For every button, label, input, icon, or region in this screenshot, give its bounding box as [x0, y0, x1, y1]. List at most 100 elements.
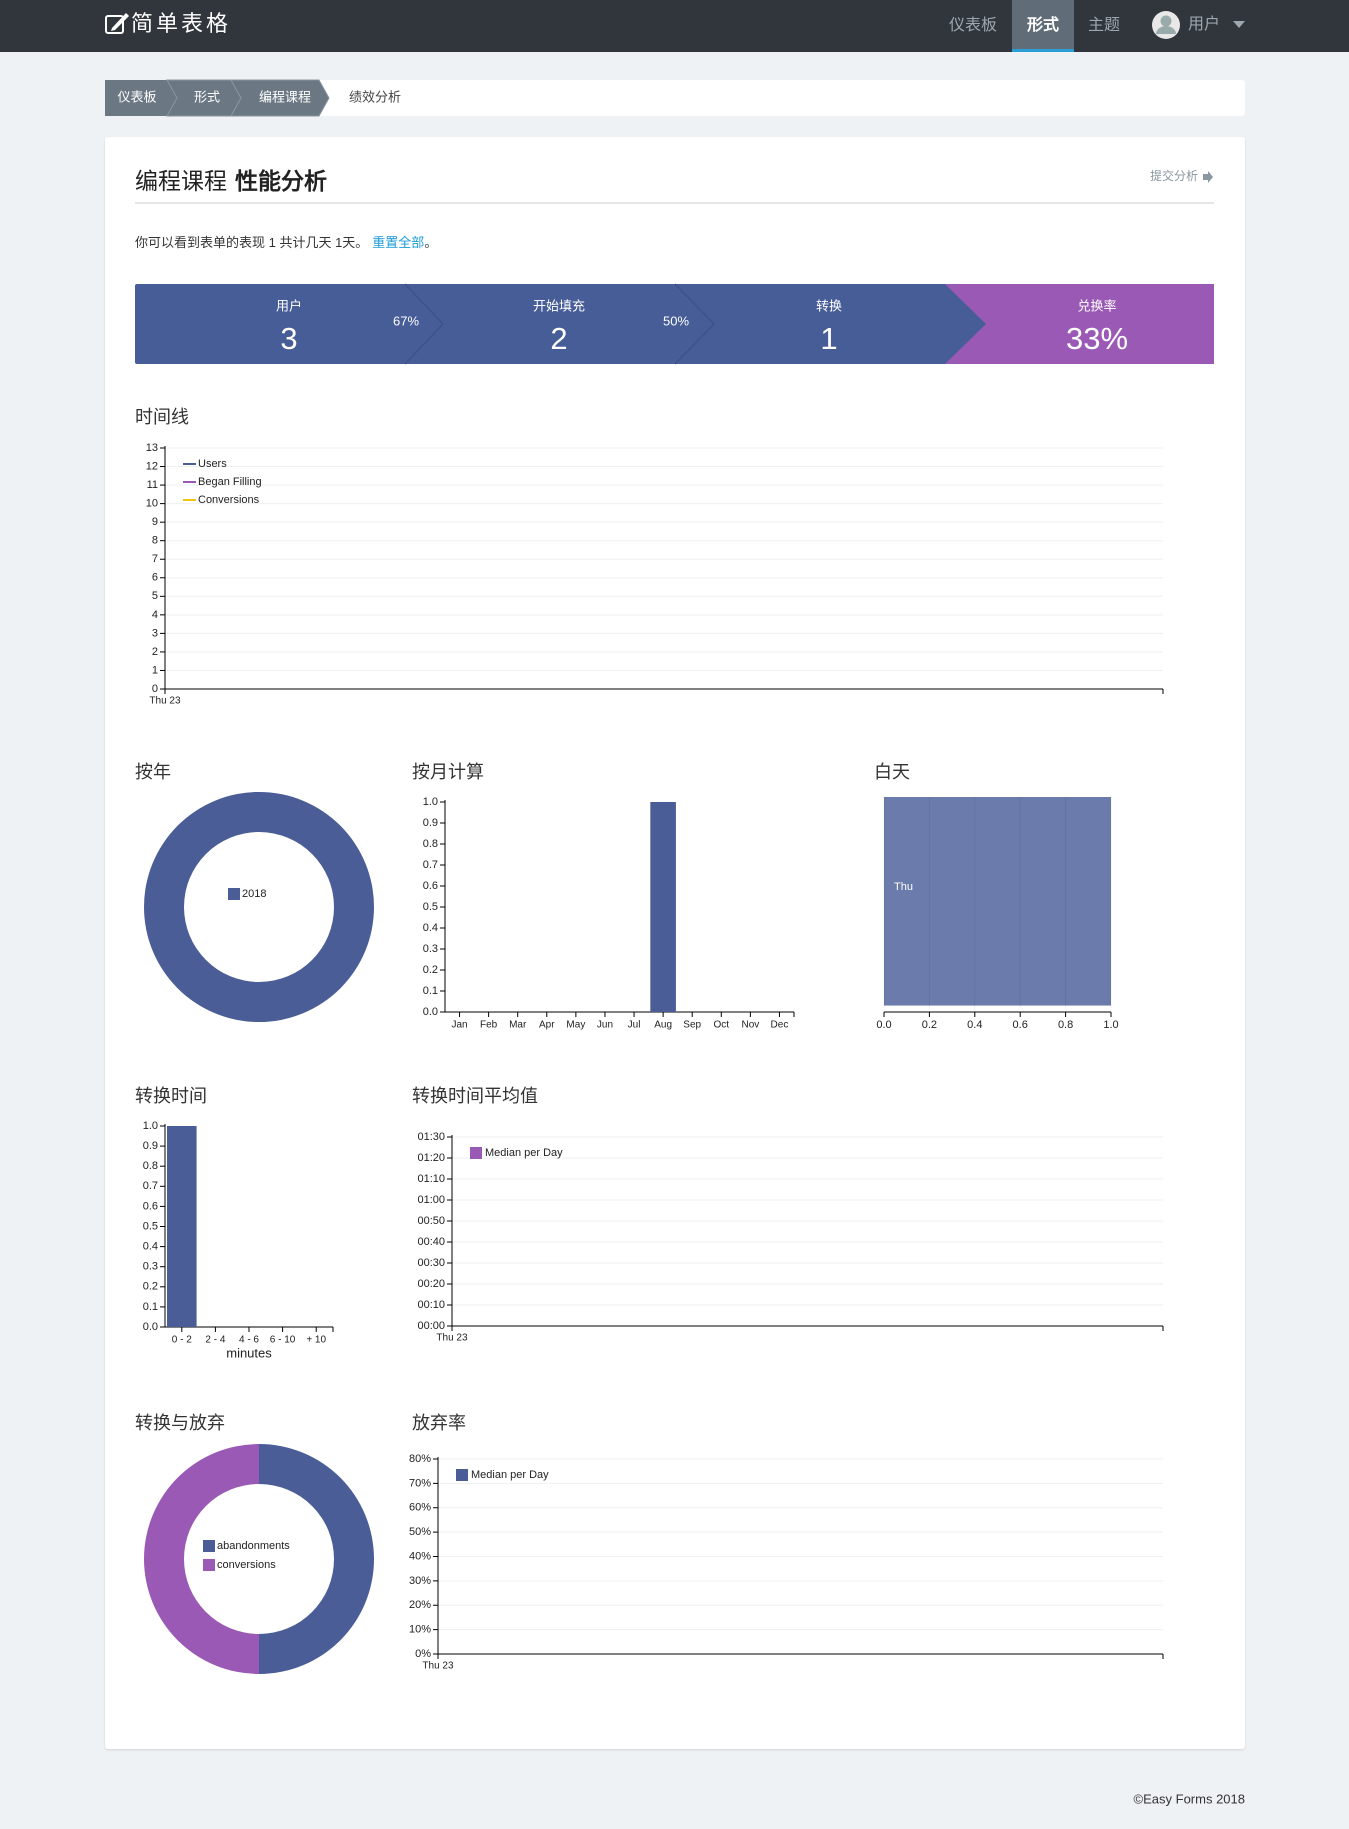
- y-tick-label: 0.7: [423, 859, 438, 871]
- nav-item[interactable]: 主题: [1088, 16, 1120, 34]
- chart-title: 转换时间平均值: [412, 1086, 538, 1106]
- legend-label: Users: [198, 458, 227, 470]
- legend-label: Began Filling: [198, 476, 262, 488]
- brand[interactable]: 简单表格: [131, 12, 231, 37]
- bar-label: Thu: [894, 881, 913, 893]
- crumb[interactable]: 编程课程: [259, 89, 311, 104]
- brand-icon: [105, 13, 129, 34]
- x-tick-label: Oct: [714, 1020, 730, 1031]
- bar: [650, 802, 676, 1012]
- y-tick-label: 80%: [409, 1453, 431, 1465]
- y-tick-label: 00:10: [417, 1299, 445, 1311]
- description-text: 你可以看到表单的表现 1 共计几天 1天。: [135, 235, 368, 250]
- x-tick-label: 0.2: [922, 1019, 937, 1031]
- legend-swatch: [203, 1559, 215, 1571]
- y-tick-label: 0.4: [143, 1241, 158, 1253]
- pie-slice: [144, 1444, 259, 1674]
- funnel-chevron: [674, 283, 716, 365]
- breadcrumb: 仪表板 形式 编程课程 绩效分析: [105, 79, 401, 117]
- x-tick-label: Nov: [741, 1020, 759, 1031]
- submit-analysis-link[interactable]: 提交分析: [1150, 168, 1198, 183]
- funnel-label: 兑换率: [1077, 298, 1116, 313]
- bar: [884, 797, 1111, 1006]
- legend-label: abandonments: [217, 1540, 290, 1552]
- x-tick-label: Thu 23: [149, 696, 181, 707]
- user-avatar-head: [1160, 15, 1172, 27]
- y-tick-label: 0.8: [143, 1160, 158, 1172]
- funnel-value: 3: [280, 321, 297, 356]
- y-tick-label: 10: [146, 498, 158, 510]
- y-tick-label: 01:10: [417, 1173, 445, 1185]
- funnel-label: 用户: [276, 298, 302, 313]
- y-tick-label: 0.9: [423, 817, 438, 829]
- y-tick-label: 70%: [409, 1477, 431, 1489]
- y-tick-label: 0.0: [143, 1321, 158, 1333]
- y-tick-label: 4: [152, 609, 158, 621]
- funnel-value: 2: [550, 321, 567, 356]
- x-tick-label: Thu 23: [436, 1333, 468, 1344]
- y-tick-label: 0: [152, 683, 158, 695]
- y-tick-label: 13: [146, 442, 158, 454]
- y-tick-label: 00:20: [417, 1278, 445, 1290]
- description: 你可以看到表单的表现 1 共计几天 1天。 重置全部。: [135, 235, 437, 250]
- x-tick-label: Mar: [509, 1020, 527, 1031]
- y-tick-label: 30%: [409, 1575, 431, 1587]
- legend-label: conversions: [217, 1559, 276, 1571]
- legend-label: Median per Day: [485, 1147, 563, 1159]
- y-tick-label: 0.6: [423, 880, 438, 892]
- y-tick-label: 7: [152, 553, 158, 565]
- funnel-chevron: [404, 283, 445, 365]
- x-tick-label: 4 - 6: [239, 1335, 259, 1346]
- funnel-value: 1: [820, 321, 837, 356]
- y-tick-label: 1: [152, 664, 158, 676]
- legend-label: Conversions: [198, 494, 260, 506]
- x-tick-label: Apr: [539, 1020, 555, 1031]
- y-tick-label: 6: [152, 572, 158, 584]
- x-tick-label: Jul: [628, 1020, 641, 1031]
- y-tick-label: 01:30: [417, 1131, 445, 1143]
- y-tick-label: 60%: [409, 1502, 431, 1514]
- nav-item[interactable]: 形式: [1027, 15, 1059, 34]
- x-tick-label: + 10: [306, 1335, 326, 1346]
- y-tick-label: 40%: [409, 1550, 431, 1562]
- y-tick-label: 00:30: [417, 1257, 445, 1269]
- chart-title: 白天: [874, 762, 910, 782]
- crumb[interactable]: 形式: [194, 89, 220, 104]
- funnel-rate: 50%: [663, 313, 689, 328]
- nav-item[interactable]: 仪表板: [949, 16, 997, 34]
- y-tick-label: 0.1: [143, 1301, 158, 1313]
- page-title: 编程课程 性能分析: [135, 168, 327, 194]
- x-tick-label: May: [566, 1020, 585, 1031]
- y-tick-label: 0.5: [143, 1220, 158, 1232]
- y-tick-label: 50%: [409, 1526, 431, 1538]
- x-axis-label: minutes: [226, 1345, 272, 1360]
- y-tick-label: 0.3: [423, 943, 438, 955]
- x-tick-label: 0.8: [1058, 1019, 1073, 1031]
- x-tick-label: Sep: [683, 1020, 701, 1031]
- y-tick-label: 00:50: [417, 1215, 445, 1227]
- x-tick-label: Jun: [597, 1020, 613, 1031]
- user-menu[interactable]: 用户: [1188, 15, 1220, 33]
- legend-label: Median per Day: [471, 1469, 549, 1481]
- y-tick-label: 0.2: [423, 964, 438, 976]
- crumb[interactable]: 仪表板: [117, 89, 156, 104]
- legend-swatch: [470, 1147, 482, 1159]
- y-tick-label: 0.2: [143, 1281, 158, 1293]
- y-tick-label: 0.1: [423, 985, 438, 997]
- chart-title: 转换时间: [135, 1086, 207, 1106]
- x-tick-label: Feb: [480, 1020, 498, 1031]
- x-tick-label: Jan: [451, 1020, 467, 1031]
- chart-title: 放弃率: [412, 1413, 466, 1433]
- caret: [1233, 21, 1245, 28]
- legend-swatch: [228, 888, 240, 900]
- arrow-icon: [1203, 171, 1213, 183]
- chart-title: 按月计算: [412, 762, 484, 782]
- legend-label: 2018: [242, 888, 266, 900]
- reset-link[interactable]: 重置全部: [372, 235, 424, 250]
- y-tick-label: 20%: [409, 1599, 431, 1611]
- user-avatar-body: [1156, 26, 1176, 34]
- y-tick-label: 5: [152, 590, 158, 602]
- y-tick-label: 0.4: [423, 922, 438, 934]
